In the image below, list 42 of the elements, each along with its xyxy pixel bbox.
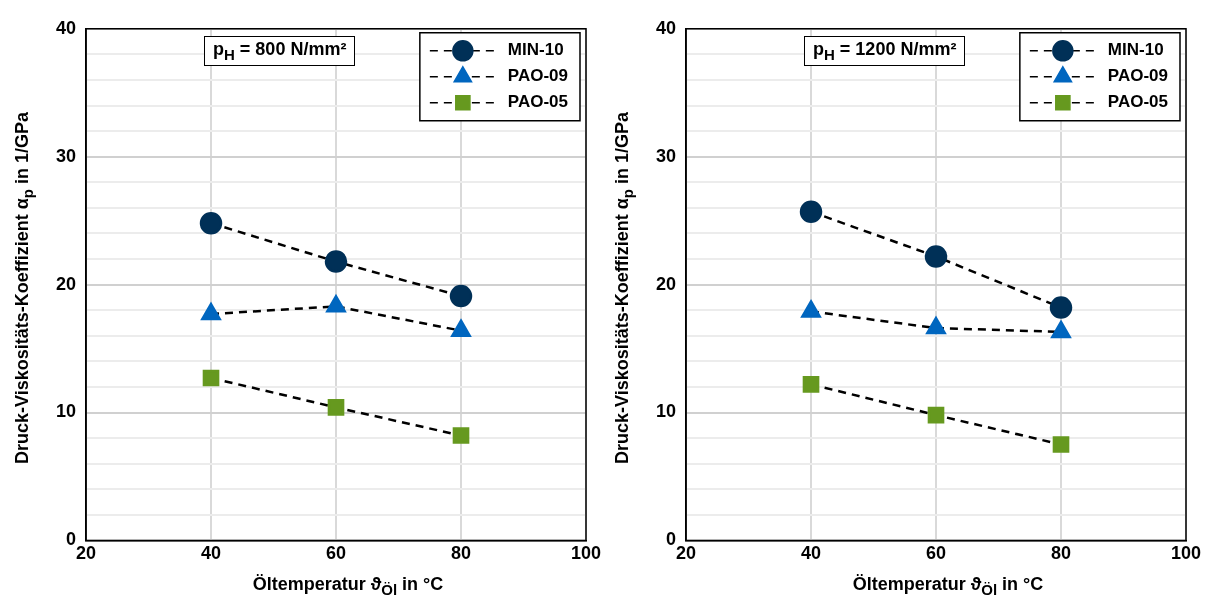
y-tick-label: 10 (655, 401, 677, 422)
x-tick-label: 60 (926, 543, 947, 564)
x-tick-label: 20 (76, 543, 97, 564)
x-tick-label: 60 (326, 543, 347, 564)
point (324, 250, 348, 273)
legend-label: MIN-10 (1107, 40, 1164, 60)
point (449, 284, 473, 308)
x-tick-label: 80 (1050, 543, 1072, 564)
x-tick-label: 40 (201, 543, 222, 564)
y-tick-label: 30 (655, 145, 677, 166)
point (1049, 296, 1073, 319)
point (927, 406, 945, 424)
legend-label: PAO-05 (1107, 92, 1169, 112)
y-tick-label: 40 (655, 17, 677, 38)
x-axis-title: Öltemperatur ϑ$_{Öl}$ in °C (251, 574, 445, 598)
point (199, 211, 223, 235)
x-tick-label: 40 (801, 543, 822, 564)
x-tick-label: 100 (1170, 543, 1202, 564)
y-tick-label: 0 (666, 529, 677, 550)
y-tick-label: 40 (55, 17, 77, 38)
point (202, 369, 220, 387)
x-axis-title: Öltemperatur ϑ$_{Öl}$ in °C (851, 574, 1045, 598)
point (799, 200, 823, 223)
legend-label: PAO-09 (1107, 66, 1169, 86)
x-tick-label: 80 (450, 543, 472, 564)
point (924, 245, 948, 268)
point (1052, 436, 1070, 453)
legend-label: PAO-09 (507, 66, 569, 86)
x-tick-label: 100 (570, 543, 602, 564)
y-tick-label: 20 (55, 273, 77, 294)
annotation: p$_{H}$ = 800 N/mm² (204, 36, 356, 66)
point (802, 376, 820, 393)
y-tick-label: 20 (655, 273, 677, 294)
point (327, 399, 345, 416)
annotation: p$_{H}$ = 1200 N/mm² (804, 36, 966, 66)
legend-label: MIN-10 (507, 40, 564, 60)
point (452, 427, 470, 444)
legend-label: PAO-05 (507, 92, 569, 112)
y-tick-label: 0 (66, 529, 77, 550)
x-tick-label: 20 (676, 543, 697, 564)
y-tick-label: 10 (55, 401, 77, 422)
y-tick-label: 30 (55, 145, 77, 166)
